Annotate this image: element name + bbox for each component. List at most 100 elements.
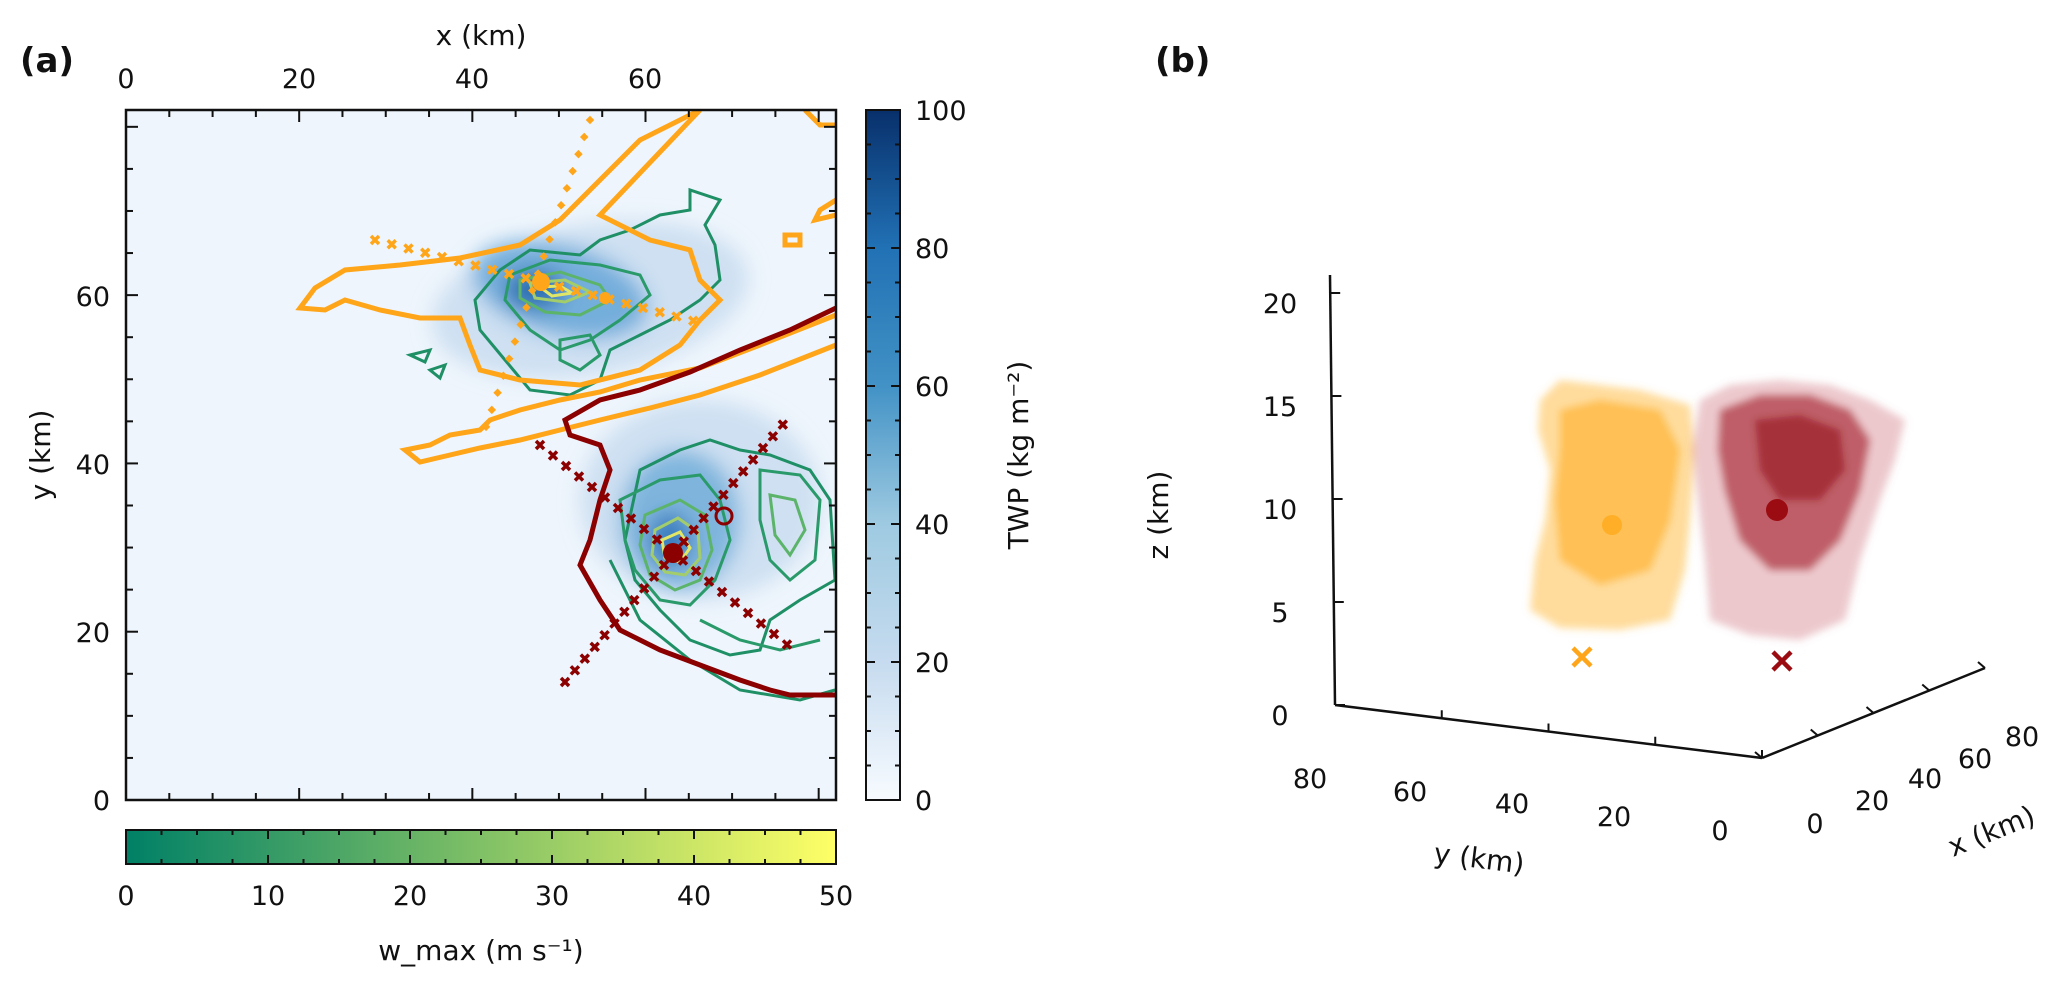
orange-cross-point: [637, 302, 649, 314]
z-tick-label: 0: [1271, 701, 1288, 732]
twp-tick-label: 40: [915, 510, 949, 541]
orange-center-small-marker: [599, 292, 611, 304]
y-axis-label-b: y (km): [1432, 837, 1526, 881]
w-max-colorbar-label: w_max (m s⁻¹): [378, 934, 583, 967]
orange-track-point: [487, 405, 497, 415]
red-track-point: [629, 594, 640, 606]
orange-center-marker: [532, 273, 550, 291]
twp-tick-label: 80: [915, 234, 949, 265]
plot-frame: [124, 108, 838, 802]
x-tick-label: 60: [1958, 744, 1992, 775]
x-tick-label: 60: [628, 64, 662, 95]
orange-cell-boundary: [295, 110, 724, 388]
w-max-colorbar-gradient: [125, 829, 837, 865]
y-tick-label: 0: [1711, 816, 1728, 847]
orange-track-point: [528, 286, 537, 295]
orange-track-point: [499, 371, 508, 380]
red-track-point: [619, 606, 630, 618]
y-axis-label-a: y (km): [24, 410, 57, 501]
y-tick-label: 0: [93, 786, 110, 817]
x-tick-mark: [1865, 706, 1875, 714]
plot-ticks: [125, 110, 836, 801]
red-track-point: [708, 501, 719, 512]
orange-cross-point: [654, 307, 665, 318]
red-track-point: [690, 565, 702, 577]
orange-cell-boundary-lower: [399, 312, 836, 465]
z-tick-labels: 0 5 10 15 20: [1263, 289, 1297, 732]
x-tick-label: 0: [117, 64, 134, 95]
red-track-point: [757, 442, 769, 454]
orange-cross-point: [487, 264, 498, 275]
orange-track-point: [504, 354, 514, 363]
red-3d-centroid: [1766, 499, 1788, 521]
red-track-point: [728, 477, 739, 489]
red-track-point: [534, 439, 546, 451]
red-track-point: [698, 512, 709, 524]
red-center-marker: [663, 543, 683, 563]
x-tick-labels-b: 0 20 40 60 80: [1806, 722, 2039, 840]
orange-cell-boundary-4: [782, 232, 803, 248]
x-tick-label: 0: [1806, 809, 1823, 840]
z-tick-label: 5: [1271, 598, 1288, 629]
red-track-point: [560, 460, 572, 472]
orange-3d-base-marker: [1571, 646, 1593, 668]
orange-cross-point: [688, 315, 699, 326]
red-3d-base-marker: [1771, 650, 1793, 672]
twp-tick-label: 60: [915, 372, 949, 403]
w-max-tick-label: 40: [677, 881, 711, 912]
x-tick-mark: [1810, 728, 1819, 737]
orange-cross-point: [470, 260, 481, 271]
red-track-point: [747, 454, 759, 465]
y-tick-label: 40: [1495, 789, 1529, 820]
orange-cloud: [1530, 380, 1695, 630]
red-track-point: [755, 618, 767, 629]
red-track-point: [767, 431, 779, 442]
red-track-point: [609, 618, 620, 629]
red-cell-boundary: [561, 305, 836, 698]
panel-b-label: (b): [1155, 41, 1210, 81]
red-track-point: [586, 481, 598, 493]
red-track-point: [718, 489, 729, 501]
orange-cell-boundary-2: [803, 110, 836, 128]
y-tick-labels-a: 0 20 40 60: [76, 282, 110, 817]
red-track-point: [716, 586, 728, 598]
orange-track-point: [493, 388, 502, 398]
red-track-point: [638, 583, 650, 594]
orange-cell-boundary-3: [810, 197, 836, 224]
z-tick-label: 15: [1263, 392, 1297, 423]
red-track-point: [781, 639, 793, 650]
w-max-colorbar: 0 10 20 30 40 50 w_max (m s⁻¹): [117, 829, 853, 967]
heatmap-plot: [124, 108, 838, 802]
z-axis-label: z (km): [1142, 471, 1175, 560]
y-tick-label: 60: [76, 282, 110, 313]
twp-colorbar-label: TWP (kg m⁻²): [1002, 361, 1035, 551]
twp-colorbar: 0 20 40 60 80 100 TWP (kg m⁻²): [865, 96, 1035, 817]
y-tick-label: 80: [1293, 764, 1327, 795]
x-tick-label: 20: [282, 64, 316, 95]
y-tick-label: 20: [1597, 802, 1631, 833]
orange-cross-point: [403, 243, 414, 254]
red-track-point: [579, 653, 591, 664]
z-tick-label: 20: [1263, 289, 1297, 320]
orange-track-point: [510, 337, 520, 346]
orange-cross-point: [520, 273, 531, 284]
x-axis-label-b: x (km): [1943, 799, 2040, 864]
w-max-tick-label: 50: [819, 881, 853, 912]
red-track-point: [703, 576, 715, 587]
red-track-point: [729, 597, 741, 608]
orange-track-point: [516, 320, 525, 329]
orange-cross-point: [554, 281, 565, 292]
red-track-point: [638, 523, 650, 535]
orange-cross-point: [453, 256, 464, 267]
orange-3d-centroid: [1602, 515, 1622, 535]
twp-tick-label: 0: [915, 786, 932, 817]
y-tick-label: 60: [1393, 777, 1427, 808]
red-cloud: [1692, 380, 1905, 640]
x-tick-mark: [1921, 683, 1930, 692]
y-tick-labels-b: 80 60 40 20 0: [1293, 764, 1729, 847]
panel-a-label: (a): [20, 41, 74, 81]
y-tick-label: 40: [76, 450, 110, 481]
twp-tick-label: 100: [915, 96, 967, 127]
red-track-point: [547, 450, 559, 461]
